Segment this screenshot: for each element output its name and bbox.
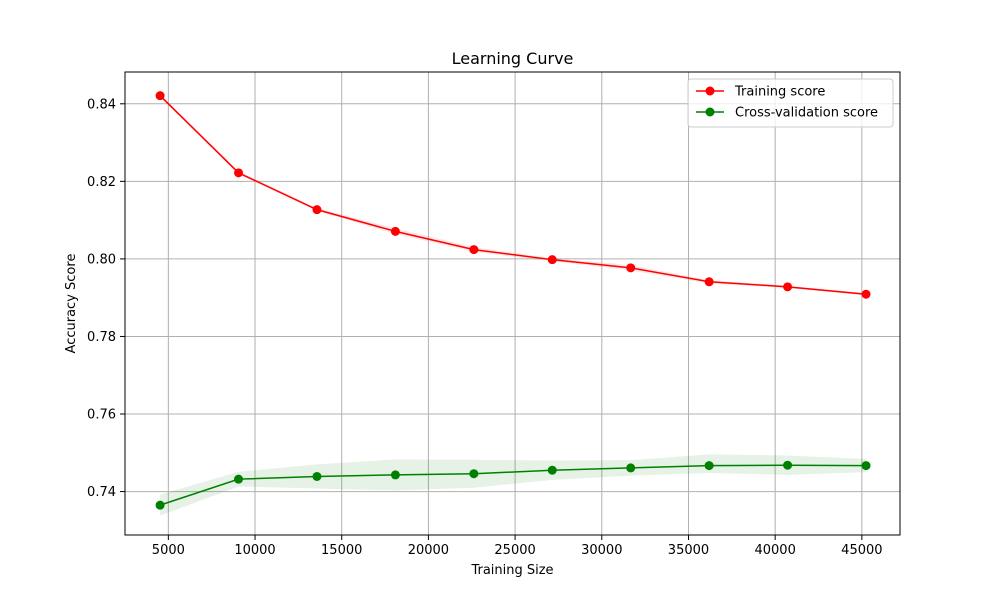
x-axis-label: Training Size [470, 563, 553, 578]
x-tick-label: 15000 [321, 543, 362, 558]
y-axis-ticks: 0.74 0.76 0.78 0.80 0.82 0.84 [87, 97, 125, 500]
point-training [626, 263, 636, 273]
point-training [469, 245, 479, 255]
point-training [312, 205, 322, 215]
point-cross-validation [469, 469, 479, 479]
y-tick-label: 0.78 [87, 330, 116, 345]
line-cross-validation [159, 464, 867, 506]
point-cross-validation [155, 500, 165, 510]
x-tick-label: 25000 [494, 543, 535, 558]
legend: Training score Cross-validation score [687, 78, 894, 128]
point-training [783, 282, 793, 292]
point-training [155, 91, 165, 101]
line-training [159, 95, 867, 295]
x-tick-label: 5000 [152, 543, 185, 558]
x-tick-label: 45000 [841, 543, 882, 558]
point-cross-validation [547, 465, 557, 475]
point-cross-validation [234, 474, 244, 484]
x-tick-label: 40000 [754, 543, 795, 558]
chart-title: Learning Curve [452, 49, 574, 68]
point-training [234, 168, 244, 178]
x-tick-label: 20000 [408, 543, 449, 558]
legend-marker-cross-validation [705, 107, 715, 117]
y-tick-label: 0.76 [87, 408, 116, 423]
legend-box [687, 78, 894, 128]
y-tick-label: 0.82 [87, 175, 116, 190]
point-cross-validation [861, 461, 871, 471]
point-cross-validation [312, 471, 322, 481]
x-axis-ticks: 5000 10000 15000 20000 25000 30000 35000 40000 4… [152, 535, 883, 558]
x-tick-label: 10000 [234, 543, 275, 558]
y-tick-label: 0.84 [87, 97, 116, 112]
point-training [704, 277, 714, 287]
point-training [390, 226, 400, 236]
legend-label-training: Training score [734, 85, 825, 100]
y-tick-label: 0.74 [87, 485, 116, 500]
point-cross-validation [390, 470, 400, 480]
point-cross-validation [783, 460, 793, 470]
y-tick-label: 0.80 [87, 252, 116, 267]
plot-frame [124, 71, 901, 536]
point-training [861, 289, 871, 299]
x-tick-label: 30000 [581, 543, 622, 558]
point-cross-validation [626, 463, 636, 473]
point-training [547, 255, 557, 265]
grid [125, 72, 900, 535]
band-cross-validation [160, 454, 867, 516]
legend-label-cross-validation: Cross-validation score [735, 106, 878, 121]
legend-marker-training [705, 86, 715, 96]
series-lines [159, 95, 867, 506]
point-cross-validation [704, 461, 714, 471]
x-tick-label: 35000 [668, 543, 709, 558]
series-points [155, 91, 871, 510]
y-axis-label: Accuracy Score [64, 254, 79, 354]
